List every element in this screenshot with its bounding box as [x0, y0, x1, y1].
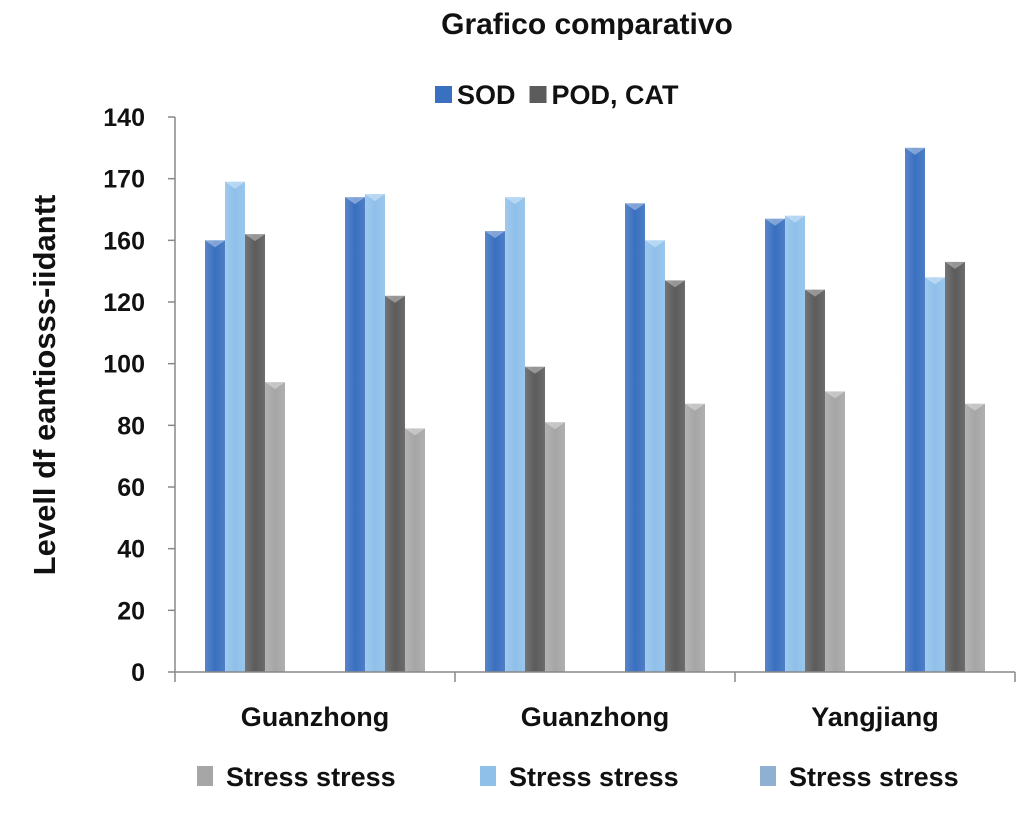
bar-cap	[825, 391, 845, 399]
bar	[965, 403, 985, 672]
bar-cap	[405, 428, 425, 436]
bar-cap	[645, 240, 665, 248]
legend-label: Stress stress	[789, 762, 959, 792]
bar	[945, 261, 965, 672]
bar	[505, 197, 525, 672]
legend-swatch	[529, 86, 547, 103]
y-tick-label: 170	[103, 166, 145, 194]
bar-cap	[205, 240, 225, 248]
bar-cap	[245, 234, 265, 242]
y-tick-label: 20	[117, 597, 145, 625]
bar	[905, 147, 925, 673]
bar	[825, 391, 845, 672]
bar-cap	[905, 147, 925, 155]
bar	[485, 231, 505, 673]
bar-cap	[345, 197, 365, 205]
bar	[925, 277, 945, 672]
bar	[245, 234, 265, 672]
bar	[225, 181, 245, 672]
bar	[545, 422, 565, 672]
bar	[665, 280, 685, 672]
bar-cap	[385, 295, 405, 303]
bar	[265, 382, 285, 672]
legend-top: SOD POD, CAT	[435, 80, 679, 110]
bar	[365, 194, 385, 673]
bar-cap	[785, 215, 805, 223]
bar	[785, 215, 805, 672]
x-tick-label: Guanzhong	[521, 702, 669, 732]
bar-cap	[945, 261, 965, 269]
y-tick-label: 0	[131, 659, 145, 687]
legend-swatch	[760, 766, 776, 786]
legend-swatch	[480, 766, 496, 786]
chart-title: Grafico comparativo	[441, 8, 733, 41]
y-tick-label: 60	[117, 474, 145, 502]
legend-label: POD, CAT	[552, 80, 680, 110]
bar	[645, 240, 665, 673]
bar-cap	[365, 194, 385, 202]
bar	[385, 295, 405, 672]
bars	[205, 147, 985, 673]
bar	[525, 366, 545, 672]
bar-cap	[485, 231, 505, 239]
bar-cap	[545, 422, 565, 430]
bar-cap	[525, 366, 545, 374]
legend-label: SOD	[457, 80, 516, 110]
bar	[405, 428, 425, 672]
y-tick-label: 160	[103, 227, 145, 255]
bar-cap	[965, 403, 985, 411]
bar-cap	[665, 280, 685, 288]
bar-cap	[685, 403, 705, 411]
bar	[205, 240, 225, 673]
bar	[625, 203, 645, 673]
y-axis: 0 20 40 60 80 100 120 160 170 140	[103, 104, 176, 687]
bar-cap	[925, 277, 945, 285]
legend-swatch	[435, 86, 452, 103]
legend-swatch	[197, 766, 213, 786]
bar	[765, 218, 785, 672]
bar	[685, 403, 705, 672]
bar-cap	[805, 289, 825, 297]
x-axis: Guanzhong Guanzhong Yangjiang	[174, 671, 1016, 732]
y-axis-label: Levell df eantiosss-iidantt	[27, 195, 62, 576]
x-tick-label: Guanzhong	[241, 702, 389, 732]
legend-bottom: Stress stress Stress stress Stress stress	[197, 762, 959, 792]
bar-cap	[765, 218, 785, 226]
bar-cap	[625, 203, 645, 211]
y-tick-label: 140	[103, 104, 145, 132]
y-tick-label: 40	[117, 536, 145, 564]
x-tick-label: Yangjiang	[811, 702, 939, 732]
legend-label: Stress stress	[226, 762, 396, 792]
y-tick-label: 80	[117, 412, 145, 440]
bar-cap	[225, 181, 245, 189]
y-tick-label: 100	[103, 351, 145, 379]
bar	[345, 197, 365, 672]
bar-cap	[505, 197, 525, 205]
bar	[805, 289, 825, 672]
y-tick-label: 120	[103, 289, 145, 317]
bar-cap	[265, 382, 285, 390]
legend-label: Stress stress	[509, 762, 679, 792]
